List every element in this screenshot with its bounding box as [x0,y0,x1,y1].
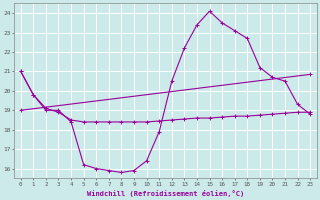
X-axis label: Windchill (Refroidissement éolien,°C): Windchill (Refroidissement éolien,°C) [87,190,244,197]
